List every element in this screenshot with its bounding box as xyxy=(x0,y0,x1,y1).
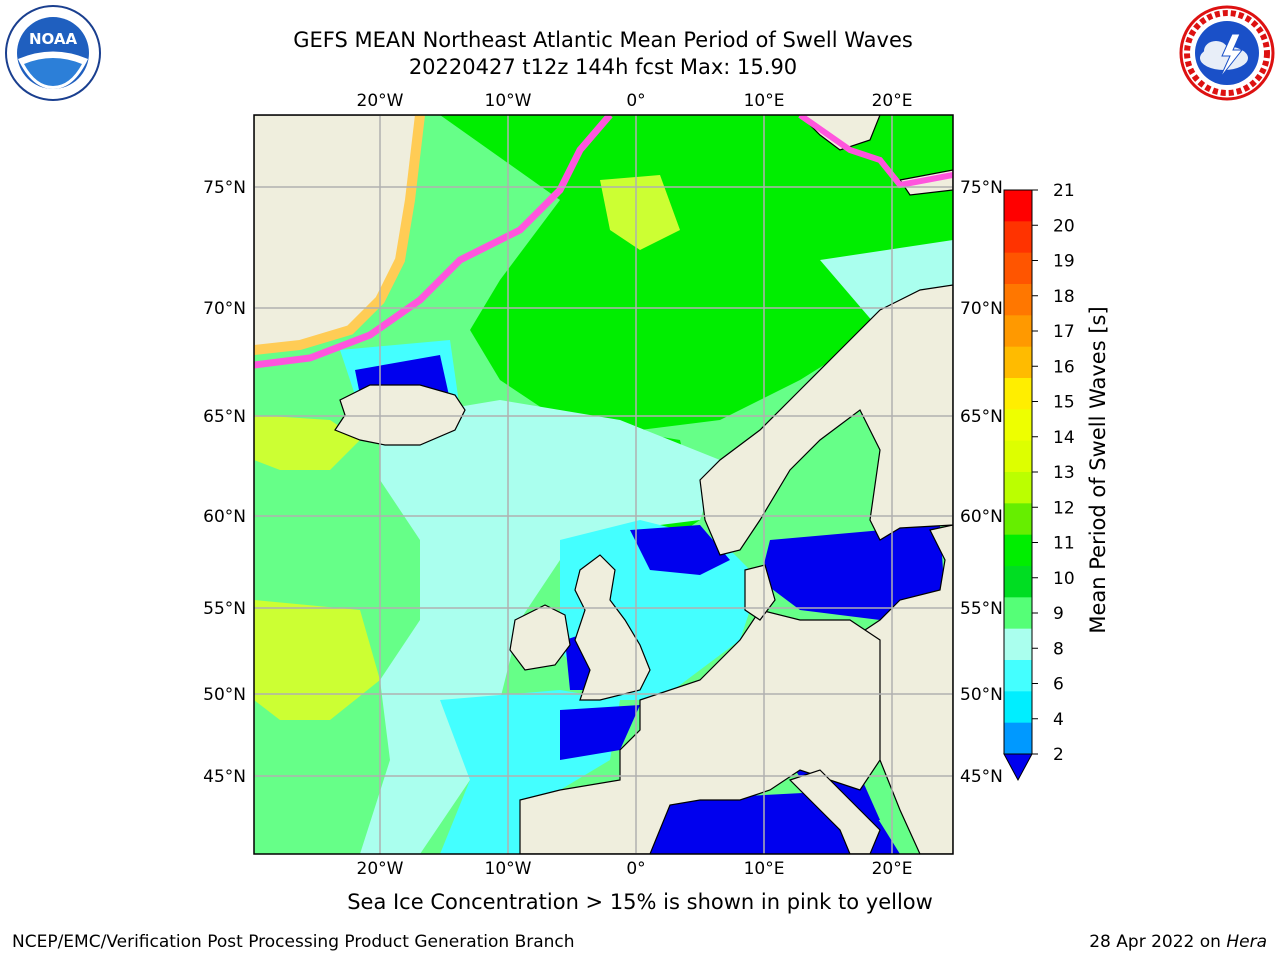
footer-date-text: 28 Apr 2022 on xyxy=(1089,932,1227,952)
lon-label-bottom: 0° xyxy=(626,859,645,879)
colorbar-tick-label: 2 xyxy=(1053,745,1064,765)
footer-date: 28 Apr 2022 on Hera xyxy=(1089,932,1267,952)
colorbar-segment xyxy=(1004,252,1032,285)
ocean-region-iceland-west xyxy=(254,415,360,470)
colorbar-segment xyxy=(1004,409,1032,442)
ireland xyxy=(509,604,571,671)
colorbar-segment xyxy=(1004,190,1032,222)
lat-label-right: 45°N xyxy=(960,767,1003,787)
lat-label-right: 55°N xyxy=(960,599,1003,619)
ocean-region-short-period-channel xyxy=(560,705,640,760)
map-subtitle: 20220427 t12z 144h fcst Max: 15.90 xyxy=(408,55,798,79)
lon-label-bottom: 20°E xyxy=(872,859,913,879)
lon-label-top: 0° xyxy=(626,91,645,111)
lon-label-bottom: 20°W xyxy=(357,859,404,879)
footer-credit: NCEP/EMC/Verification Post Processing Pr… xyxy=(12,932,575,952)
lat-label-left: 75°N xyxy=(203,178,246,198)
lat-label-right: 65°N xyxy=(960,407,1003,427)
sea-ice-edge-greenland xyxy=(254,115,613,369)
sea-ice-caption: Sea Ice Concentration > 15% is shown in … xyxy=(347,890,933,914)
denmark xyxy=(744,564,776,621)
ocean-region-short-period-skagerrak xyxy=(630,525,730,575)
colorbar-tick-label: 21 xyxy=(1053,181,1075,201)
lat-label-left: 60°N xyxy=(203,507,246,527)
colorbar-segment xyxy=(1004,691,1032,724)
svg-text:NOAA: NOAA xyxy=(29,30,78,48)
iceland xyxy=(334,384,466,446)
great-britain xyxy=(574,554,651,701)
colorbar: 21 20 19 18 17 16 15 14 13 12 11 10 9 8 6 4 2 xyxy=(1003,181,1075,782)
colorbar-segment xyxy=(1004,284,1032,316)
colorbar-tick-label: 14 xyxy=(1053,428,1075,448)
lat-label-left: 55°N xyxy=(203,599,246,619)
colorbar-tick-label: 13 xyxy=(1053,463,1075,483)
colorbar-tick-label: 8 xyxy=(1053,639,1064,659)
lon-label-bottom: 10°W xyxy=(485,859,532,879)
colorbar-segment xyxy=(1004,346,1032,379)
graticule xyxy=(254,115,953,854)
colorbar-tick-label: 15 xyxy=(1053,393,1075,413)
colorbar-segment xyxy=(1004,221,1032,254)
ocean-region-short-period-baltic xyxy=(760,525,945,620)
colorbar-tick-label: 18 xyxy=(1053,287,1075,307)
lon-label-top: 20°E xyxy=(872,91,913,111)
colorbar-segment xyxy=(1004,503,1032,536)
colorbar-tick-label: 16 xyxy=(1053,357,1075,377)
colorbar-extend-triangle xyxy=(1003,753,1033,782)
colorbar-tick-label: 9 xyxy=(1053,604,1064,624)
map-frame xyxy=(253,114,954,855)
lat-label-left: 65°N xyxy=(203,407,246,427)
colorbar-tick-label: 11 xyxy=(1053,534,1075,554)
colorbar-tick-label: 20 xyxy=(1053,216,1075,236)
svalbard xyxy=(799,115,881,151)
ocean-region-norwegian-sea xyxy=(600,175,680,250)
italy xyxy=(788,769,881,854)
colorbar-tick-label: 10 xyxy=(1053,569,1075,589)
colorbar-tick-label: 19 xyxy=(1053,252,1075,272)
map-title: GEFS MEAN Northeast Atlantic Mean Period… xyxy=(293,28,913,52)
colorbar-segment xyxy=(1004,440,1032,473)
land xyxy=(254,115,953,854)
colorbar-segment xyxy=(1004,472,1032,504)
lat-label-right: 75°N xyxy=(960,178,1003,198)
colorbar-segment xyxy=(1004,722,1032,755)
colorbar-segment xyxy=(1004,378,1032,410)
colorbar-segment xyxy=(1004,315,1032,348)
colorbar-segment xyxy=(1004,566,1032,598)
colorbar-segment xyxy=(1004,597,1032,630)
lat-label-left: 50°N xyxy=(203,685,246,705)
continental-europe xyxy=(519,609,881,854)
colorbar-tick-label: 6 xyxy=(1053,675,1064,695)
ocean-region-moderate xyxy=(360,400,720,854)
colorbar-segment xyxy=(1004,660,1032,692)
sea-ice-edge-svalbard xyxy=(798,115,953,189)
colorbar-segment xyxy=(1004,628,1032,661)
ocean-region-long-period xyxy=(254,600,380,720)
noaa-logo-icon: NOAA xyxy=(4,4,102,102)
lat-label-left: 70°N xyxy=(203,299,246,319)
lon-label-bottom: 10°E xyxy=(744,859,785,879)
ocean-region-north xyxy=(440,115,953,430)
colorbar-tick-label: 4 xyxy=(1053,710,1064,730)
lat-label-right: 50°N xyxy=(960,685,1003,705)
colorbar-label: Mean Period of Swell Waves [s] xyxy=(1086,306,1110,633)
lon-label-top: 10°E xyxy=(744,91,785,111)
lat-label-right: 60°N xyxy=(960,507,1003,527)
lat-label-right: 70°N xyxy=(960,299,1003,319)
colorbar-segment xyxy=(1004,534,1032,567)
lat-label-left: 45°N xyxy=(203,767,246,787)
footer-host: Hera xyxy=(1226,932,1267,952)
lon-label-top: 10°W xyxy=(485,91,532,111)
nws-logo-icon xyxy=(1178,4,1276,102)
lon-label-top: 20°W xyxy=(357,91,404,111)
colorbar-tick-label: 17 xyxy=(1053,322,1075,342)
colorbar-tick-label: 12 xyxy=(1053,498,1075,518)
